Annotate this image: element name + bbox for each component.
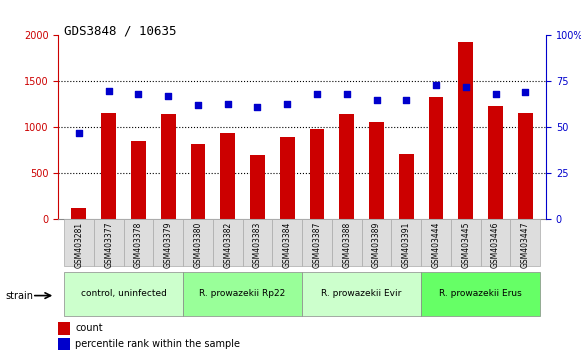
FancyBboxPatch shape [64, 219, 94, 266]
Point [372, 97, 381, 103]
Text: GSM403387: GSM403387 [313, 222, 321, 268]
Point [193, 103, 203, 108]
FancyBboxPatch shape [421, 219, 451, 266]
Bar [429, 97, 443, 219]
Point [74, 130, 84, 136]
FancyBboxPatch shape [183, 219, 213, 266]
Text: GSM403379: GSM403379 [164, 222, 173, 268]
Point [134, 91, 143, 97]
Bar [399, 154, 414, 219]
Point [491, 91, 500, 97]
Text: GSM403378: GSM403378 [134, 222, 143, 268]
FancyBboxPatch shape [183, 272, 302, 316]
FancyBboxPatch shape [421, 272, 540, 316]
FancyBboxPatch shape [480, 219, 511, 266]
Point [313, 91, 322, 97]
Point [431, 82, 440, 88]
Point [104, 88, 113, 93]
Text: GSM403377: GSM403377 [104, 222, 113, 268]
Bar [310, 129, 324, 219]
Text: GSM403389: GSM403389 [372, 222, 381, 268]
FancyBboxPatch shape [361, 219, 392, 266]
Text: GSM403446: GSM403446 [491, 222, 500, 268]
FancyBboxPatch shape [243, 219, 272, 266]
Text: GSM403445: GSM403445 [461, 222, 470, 268]
Text: GSM403383: GSM403383 [253, 222, 262, 268]
FancyBboxPatch shape [451, 219, 480, 266]
Text: GSM403382: GSM403382 [223, 222, 232, 268]
Text: GSM403384: GSM403384 [283, 222, 292, 268]
Bar [369, 122, 384, 219]
Bar [280, 137, 295, 219]
FancyBboxPatch shape [302, 219, 332, 266]
Text: GSM403391: GSM403391 [402, 222, 411, 268]
FancyBboxPatch shape [213, 219, 243, 266]
Text: R. prowazekii Evir: R. prowazekii Evir [321, 289, 402, 298]
Bar [131, 141, 146, 219]
Point [223, 101, 232, 106]
Text: count: count [75, 323, 103, 333]
Point [342, 91, 352, 97]
Bar [518, 113, 533, 219]
Text: GSM403380: GSM403380 [193, 222, 202, 268]
Text: GSM403281: GSM403281 [74, 222, 84, 268]
Bar [101, 113, 116, 219]
Text: GSM403444: GSM403444 [432, 222, 440, 268]
FancyBboxPatch shape [392, 219, 421, 266]
FancyBboxPatch shape [124, 219, 153, 266]
Text: R. prowazekii Erus: R. prowazekii Erus [439, 289, 522, 298]
Text: GDS3848 / 10635: GDS3848 / 10635 [64, 25, 177, 38]
Text: control, uninfected: control, uninfected [81, 289, 167, 298]
Point [401, 97, 411, 103]
Text: GSM403447: GSM403447 [521, 222, 530, 268]
FancyBboxPatch shape [302, 272, 421, 316]
Text: GSM403388: GSM403388 [342, 222, 352, 268]
Bar [458, 42, 474, 219]
Bar [488, 106, 503, 219]
FancyBboxPatch shape [64, 272, 183, 316]
FancyBboxPatch shape [153, 219, 183, 266]
Text: R. prowazekii Rp22: R. prowazekii Rp22 [199, 289, 286, 298]
Bar [220, 133, 235, 219]
Point [461, 84, 471, 90]
Bar [191, 144, 206, 219]
Point [253, 104, 262, 110]
Point [521, 90, 530, 95]
Point [282, 101, 292, 106]
Bar [71, 207, 87, 219]
FancyBboxPatch shape [272, 219, 302, 266]
Bar [250, 155, 265, 219]
Bar [339, 114, 354, 219]
Bar [161, 114, 175, 219]
FancyBboxPatch shape [332, 219, 361, 266]
Text: percentile rank within the sample: percentile rank within the sample [75, 339, 240, 349]
FancyBboxPatch shape [511, 219, 540, 266]
Bar [58, 338, 70, 350]
Text: strain: strain [6, 291, 34, 301]
Point [164, 93, 173, 99]
FancyBboxPatch shape [94, 219, 124, 266]
Bar [58, 322, 70, 335]
